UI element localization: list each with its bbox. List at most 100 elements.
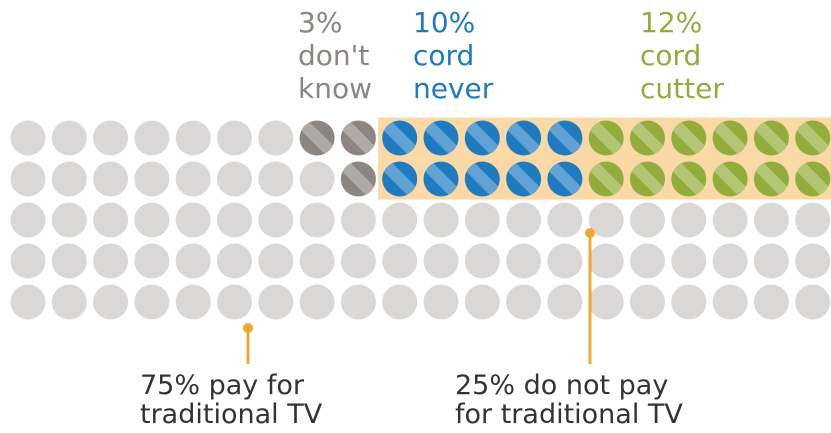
waffle-dot	[795, 202, 831, 238]
waffle-dot	[671, 202, 707, 238]
dot-sheen	[671, 161, 707, 197]
pointer-dot	[585, 228, 595, 238]
segment-value-label: 12%	[640, 6, 702, 39]
waffle-dot	[93, 284, 129, 320]
dot-sheen	[340, 161, 376, 197]
dot-sheen	[423, 161, 459, 197]
annotation: 25% do not pay	[455, 370, 668, 401]
waffle-dot	[506, 284, 542, 320]
waffle-dot	[630, 243, 665, 279]
waffle-dot	[175, 161, 211, 197]
dot-sheen	[506, 161, 542, 197]
annotation: for traditional TV	[455, 399, 683, 430]
waffle-dot	[217, 120, 252, 156]
waffle-dot	[299, 243, 335, 279]
dot-sheen	[340, 120, 376, 156]
waffle-dot	[51, 243, 87, 279]
segment-value-label: 10%	[413, 6, 475, 39]
waffle-dot	[134, 243, 170, 279]
waffle-dot	[464, 243, 500, 279]
waffle-dot	[10, 120, 46, 156]
waffle-dot	[795, 243, 831, 279]
waffle-dot	[630, 284, 665, 320]
segment-label: never	[413, 72, 494, 105]
waffle-dot	[299, 284, 335, 320]
waffle-dot	[217, 284, 252, 320]
dot-sheen	[423, 120, 459, 156]
dot-sheen	[795, 161, 831, 197]
waffle-dot	[340, 284, 376, 320]
waffle-dot	[712, 202, 748, 238]
waffle-dot	[93, 161, 129, 197]
dot-sheen	[588, 161, 624, 197]
dot-sheen	[795, 120, 831, 156]
segment-label: cord	[413, 39, 474, 72]
waffle-dot	[93, 202, 129, 238]
waffle-dot	[217, 243, 252, 279]
waffle-dot	[51, 284, 87, 320]
waffle-dot	[134, 120, 170, 156]
waffle-dot	[93, 120, 129, 156]
dot-sheen	[671, 120, 707, 156]
waffle-dot	[423, 284, 459, 320]
waffle-dot	[671, 243, 707, 279]
waffle-dot	[10, 161, 46, 197]
waffle-dot	[175, 202, 211, 238]
dot-sheen	[630, 120, 665, 156]
waffle-dot	[630, 202, 665, 238]
waffle-dot	[258, 120, 294, 156]
waffle-dot	[712, 243, 748, 279]
waffle-dot	[10, 202, 46, 238]
waffle-dot	[217, 202, 252, 238]
dot-sheen	[464, 120, 500, 156]
waffle-dot	[547, 202, 583, 238]
annotation: 75% pay for	[140, 370, 305, 401]
waffle-dot	[588, 243, 624, 279]
waffle-dot	[753, 284, 789, 320]
waffle-dot	[753, 202, 789, 238]
dot-sheen	[382, 120, 418, 156]
dot-sheen	[382, 161, 418, 197]
waffle-dot	[382, 243, 418, 279]
waffle-dot	[547, 284, 583, 320]
waffle-dot	[10, 243, 46, 279]
waffle-dot	[506, 243, 542, 279]
segment-label: don't	[298, 39, 369, 72]
waffle-dot	[134, 161, 170, 197]
waffle-dot	[464, 284, 500, 320]
waffle-dot	[423, 202, 459, 238]
waffle-dot	[93, 243, 129, 279]
dot-sheen	[547, 120, 583, 156]
waffle-dot	[175, 243, 211, 279]
waffle-dot	[134, 202, 170, 238]
dot-sheen	[506, 120, 542, 156]
dot-sheen	[712, 161, 748, 197]
waffle-dot	[134, 284, 170, 320]
waffle-dot	[175, 120, 211, 156]
waffle-dot	[340, 202, 376, 238]
waffle-dot	[217, 161, 252, 197]
dot-sheen	[630, 161, 665, 197]
waffle-dot	[464, 202, 500, 238]
waffle-dot	[588, 202, 624, 238]
segment-label: cutter	[640, 72, 724, 105]
waffle-dot	[299, 161, 335, 197]
segment-value-label: 3%	[298, 6, 342, 39]
waffle-dot	[753, 243, 789, 279]
waffle-dot	[506, 202, 542, 238]
waffle-dot	[588, 284, 624, 320]
waffle-dot	[175, 284, 211, 320]
segment-label: know	[298, 72, 372, 105]
waffle-dot	[51, 120, 87, 156]
waffle-dot	[340, 243, 376, 279]
dot-sheen	[299, 120, 335, 156]
waffle-dot	[712, 284, 748, 320]
waffle-dot	[795, 284, 831, 320]
waffle-dot	[258, 243, 294, 279]
waffle-dot	[10, 284, 46, 320]
waffle-dot	[382, 202, 418, 238]
waffle-dot	[258, 202, 294, 238]
waffle-dot	[299, 202, 335, 238]
dot-sheen	[547, 161, 583, 197]
